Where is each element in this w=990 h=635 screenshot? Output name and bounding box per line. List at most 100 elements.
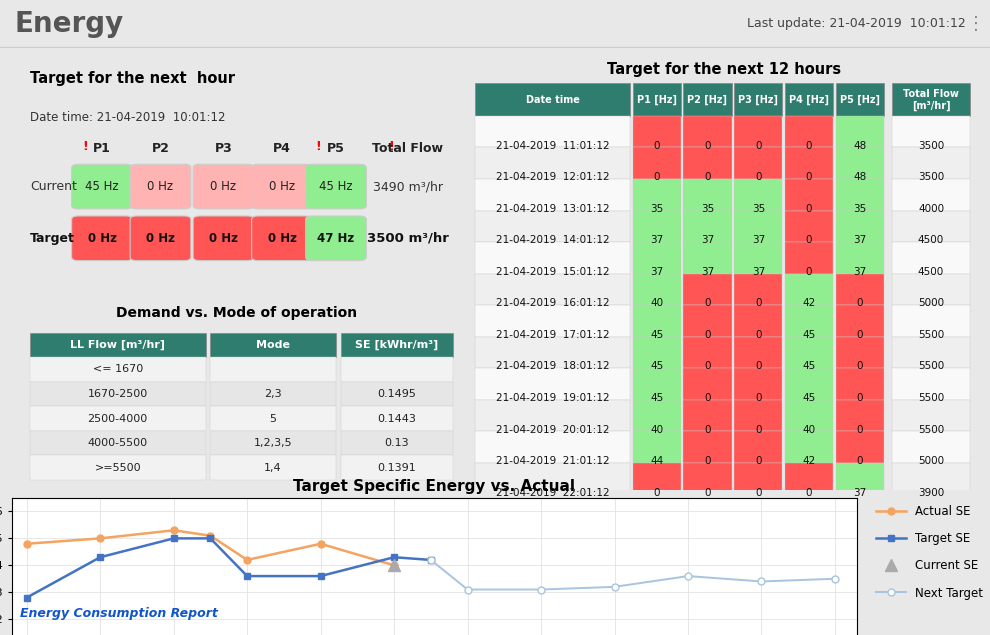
Bar [475,116,630,147]
FancyBboxPatch shape [130,216,191,260]
Bar [836,83,884,116]
FancyBboxPatch shape [306,164,366,209]
Bar [892,147,970,179]
Bar [892,305,970,337]
Bar [633,116,681,147]
Bar [836,463,884,495]
Bar [30,431,206,455]
Text: 48: 48 [853,141,866,150]
Bar [30,333,206,357]
Text: 4000: 4000 [918,204,944,214]
Bar [735,274,782,305]
Text: 0: 0 [704,488,711,498]
Text: 37: 37 [751,236,765,245]
Text: Energy: Energy [15,10,124,38]
Text: 0.13: 0.13 [384,438,409,448]
Text: 21-04-2019  19:01:12: 21-04-2019 19:01:12 [496,393,610,403]
Text: P3: P3 [215,142,233,156]
Text: 21-04-2019  17:01:12: 21-04-2019 17:01:12 [496,330,610,340]
Text: 0: 0 [856,456,863,466]
Text: 45: 45 [803,330,816,340]
Bar [836,305,884,337]
Text: 37: 37 [650,267,663,277]
Text: 0: 0 [704,141,711,150]
Text: 42: 42 [803,456,816,466]
Bar [836,274,884,305]
Text: 0: 0 [755,456,761,466]
Bar [892,368,970,400]
Text: 0: 0 [653,172,660,182]
Text: 0: 0 [704,393,711,403]
Bar [341,431,453,455]
Bar [785,116,834,147]
Bar [785,274,834,305]
Bar [475,242,630,274]
Text: 4000-5500: 4000-5500 [88,438,148,448]
Bar [836,242,884,274]
Text: 1670-2500: 1670-2500 [88,389,148,399]
Bar [836,400,884,431]
Text: 0: 0 [856,393,863,403]
Bar [892,274,970,305]
Text: 1,4: 1,4 [264,463,282,472]
Text: P3 [Hz]: P3 [Hz] [739,95,778,105]
Bar [892,116,970,147]
Bar [633,400,681,431]
Bar [683,211,732,242]
Text: 0: 0 [704,172,711,182]
Bar [633,274,681,305]
Bar [683,179,732,211]
Text: Target: Target [30,232,75,245]
Bar [633,463,681,495]
Text: 21-04-2019  13:01:12: 21-04-2019 13:01:12 [496,204,610,214]
Text: 3500 m³/hr: 3500 m³/hr [367,232,448,245]
Bar [475,400,630,431]
Text: 0 Hz: 0 Hz [211,180,237,193]
Bar [785,83,834,116]
Text: 0: 0 [704,361,711,371]
Bar [633,242,681,274]
Text: 40: 40 [803,425,816,434]
FancyBboxPatch shape [251,216,313,260]
Text: 0 Hz: 0 Hz [146,232,175,245]
Bar [683,242,732,274]
Bar [475,305,630,337]
Bar [785,463,834,495]
Text: 4500: 4500 [918,236,944,245]
Text: !: ! [82,140,87,153]
Text: 0: 0 [755,425,761,434]
Text: 21-04-2019  20:01:12: 21-04-2019 20:01:12 [496,425,609,434]
Text: 0 Hz: 0 Hz [87,232,117,245]
Text: 3500: 3500 [918,141,944,150]
Bar [785,368,834,400]
Text: 0: 0 [653,141,660,150]
Text: 37: 37 [853,236,866,245]
Bar [683,305,732,337]
Text: 0 Hz: 0 Hz [267,232,296,245]
Bar [341,382,453,406]
Bar [836,368,884,400]
Text: 0.1495: 0.1495 [377,389,416,399]
Text: 0: 0 [755,298,761,309]
Text: 0: 0 [856,298,863,309]
Bar [683,431,732,463]
Bar [735,431,782,463]
Text: 37: 37 [751,267,765,277]
Bar [735,147,782,179]
Text: 2500-4000: 2500-4000 [88,413,148,424]
Legend: Actual SE, Target SE, Current SE, Next Target: Actual SE, Target SE, Current SE, Next T… [871,500,988,605]
Text: 3900: 3900 [918,488,944,498]
Bar [633,368,681,400]
Text: P4: P4 [273,142,291,156]
Text: 0: 0 [653,488,660,498]
Text: 0: 0 [856,330,863,340]
Text: 5500: 5500 [918,361,944,371]
Bar [683,463,732,495]
Text: ⋮: ⋮ [967,15,985,33]
Bar [735,337,782,368]
Text: 37: 37 [650,236,663,245]
Bar [210,455,336,480]
Text: 0.1391: 0.1391 [377,463,416,472]
Bar [475,179,630,211]
Bar [30,406,206,431]
